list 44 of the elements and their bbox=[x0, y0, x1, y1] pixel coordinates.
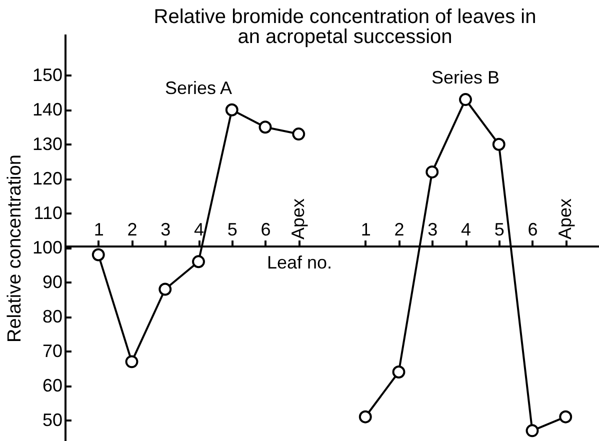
chart-title: Relative bromide concentration of leaves in an acropetal succession bbox=[154, 6, 536, 48]
point bbox=[258, 120, 272, 134]
x-axis-title: Leaf no. bbox=[266, 252, 332, 272]
point bbox=[225, 103, 238, 116]
point bbox=[526, 424, 539, 438]
x-tick-label: Apex bbox=[555, 198, 576, 240]
y-tick-label: 150 bbox=[32, 64, 62, 85]
point bbox=[459, 93, 472, 106]
x-tick-label: 5 bbox=[494, 220, 504, 240]
y-tick-label: 100 bbox=[32, 237, 62, 258]
point bbox=[158, 282, 172, 296]
y-tick-label: 50 bbox=[42, 410, 62, 430]
x-tick-label: 4 bbox=[460, 220, 472, 240]
y-axis-title: Relative concentration bbox=[4, 154, 26, 342]
point bbox=[92, 248, 105, 262]
series-label: Series A bbox=[164, 78, 232, 98]
x-tick-label: 2 bbox=[394, 220, 404, 240]
y-tick-label: 130 bbox=[32, 134, 62, 154]
x-tick-label: Apex bbox=[288, 198, 308, 240]
point bbox=[426, 166, 439, 178]
y-tick-label: 110 bbox=[34, 202, 62, 223]
x-tick-label: 3 bbox=[160, 220, 171, 240]
y-tick-label: 140 bbox=[32, 99, 62, 120]
series-label: Series B bbox=[431, 68, 500, 88]
point bbox=[492, 138, 506, 151]
x-tick-label: 5 bbox=[227, 220, 238, 240]
x-tick-label: 3 bbox=[428, 220, 438, 240]
x-tick-label: 1 bbox=[360, 220, 371, 240]
x-tick-label: 2 bbox=[127, 220, 138, 240]
y-tick-label: 60 bbox=[42, 375, 62, 396]
point bbox=[125, 355, 138, 368]
point bbox=[192, 255, 205, 268]
y-tick-label: 90 bbox=[42, 272, 62, 292]
x-tick-label: 4 bbox=[194, 220, 204, 240]
point bbox=[559, 410, 572, 424]
point bbox=[358, 410, 372, 424]
point bbox=[392, 366, 406, 378]
x-tick-label: 6 bbox=[528, 220, 538, 240]
y-tick-label: 80 bbox=[42, 306, 62, 326]
y-tick-label: 70 bbox=[42, 340, 62, 361]
x-tick-label: 6 bbox=[260, 220, 271, 240]
x-tick-label: 1 bbox=[94, 220, 104, 240]
y-tick-label: 120 bbox=[32, 168, 62, 188]
point bbox=[292, 128, 306, 140]
